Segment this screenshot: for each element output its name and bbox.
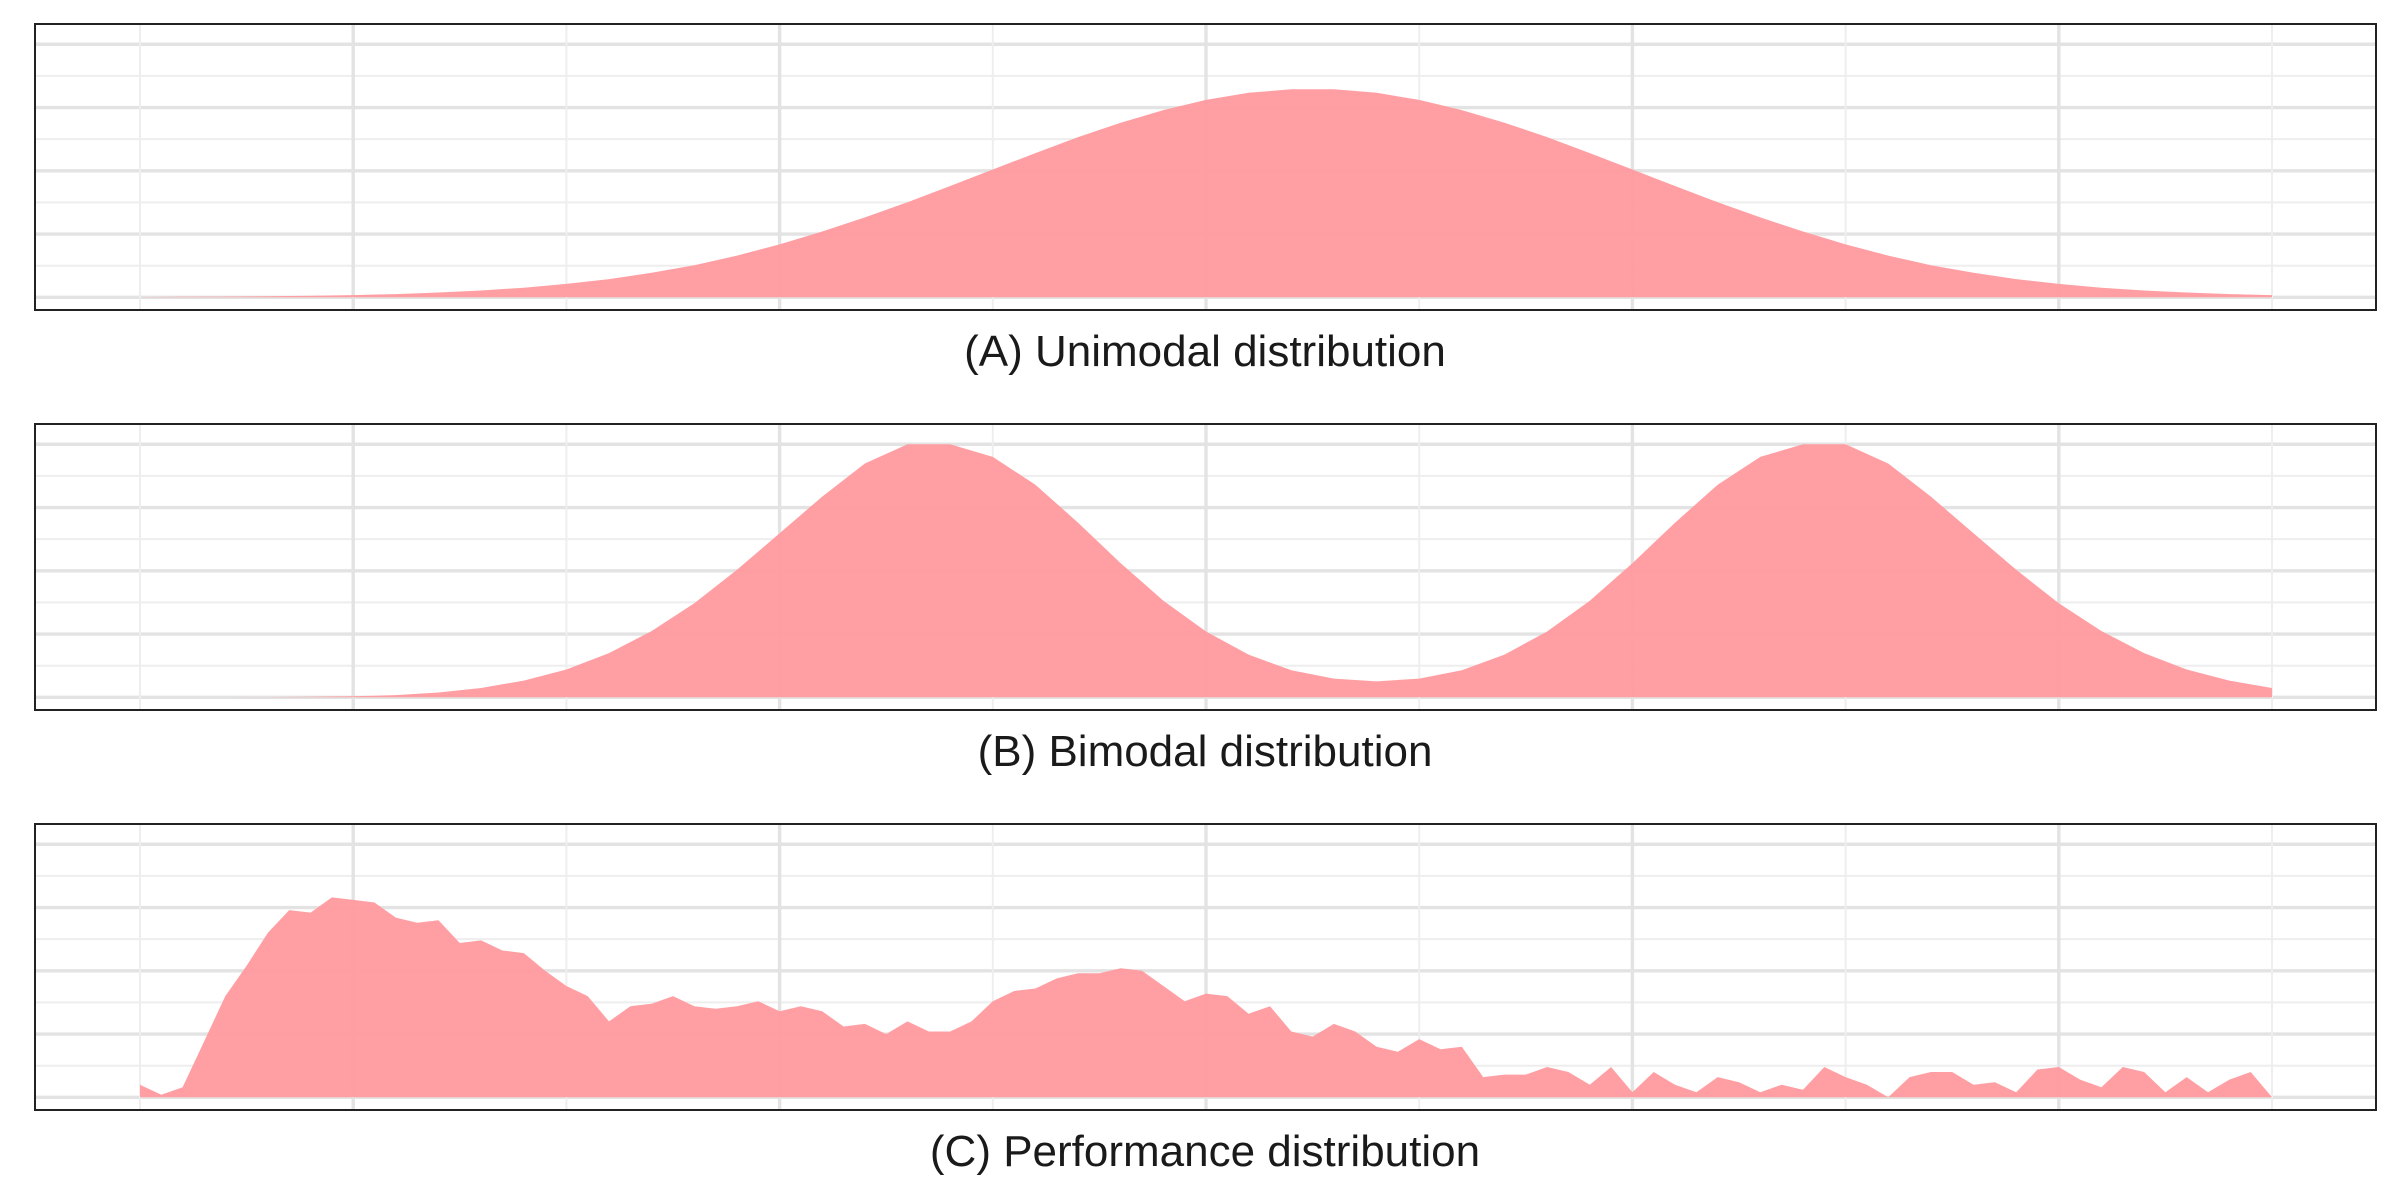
panel-unimodal [34,23,2377,311]
panel-bimodal [34,423,2377,711]
density-area [140,897,2272,1098]
density-area [140,444,2272,698]
panel-frame [34,23,2377,311]
panel-frame [34,423,2377,711]
caption-unimodal: (A) Unimodal distribution [964,327,1446,376]
caption-bimodal: (B) Bimodal distribution [978,727,1433,776]
panel-performance [34,823,2377,1111]
density-area [140,89,2272,298]
panel-frame [34,823,2377,1111]
caption-performance: (C) Performance distribution [930,1127,1480,1176]
